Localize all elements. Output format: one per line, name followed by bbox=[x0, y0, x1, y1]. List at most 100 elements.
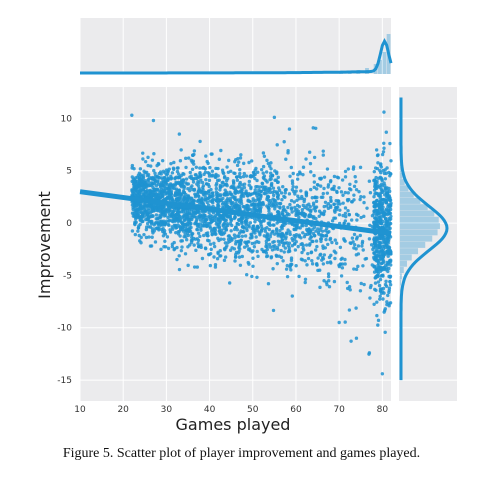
data-point bbox=[367, 237, 372, 241]
data-point bbox=[176, 209, 180, 213]
data-point bbox=[245, 273, 249, 277]
data-point bbox=[284, 231, 289, 235]
data-point bbox=[285, 274, 290, 279]
data-point bbox=[244, 226, 249, 230]
data-point bbox=[354, 212, 359, 217]
data-point bbox=[385, 189, 389, 193]
data-point bbox=[158, 216, 162, 220]
data-point bbox=[325, 191, 330, 195]
data-point bbox=[374, 250, 378, 254]
data-point bbox=[380, 152, 385, 157]
data-point bbox=[138, 167, 143, 171]
data-point bbox=[275, 143, 279, 147]
data-point bbox=[225, 222, 229, 226]
data-point bbox=[358, 233, 362, 238]
right-kde-curve bbox=[399, 97, 449, 381]
data-point bbox=[381, 297, 385, 301]
data-point bbox=[158, 184, 163, 188]
data-point bbox=[150, 214, 155, 218]
data-point bbox=[192, 243, 196, 247]
data-point bbox=[378, 218, 383, 223]
data-point bbox=[240, 254, 244, 259]
data-point bbox=[355, 235, 359, 239]
data-point bbox=[373, 287, 377, 292]
data-point bbox=[264, 170, 269, 174]
data-point bbox=[289, 207, 294, 211]
data-point bbox=[212, 255, 216, 259]
data-point bbox=[224, 203, 228, 207]
data-point bbox=[201, 213, 205, 217]
data-point bbox=[217, 178, 221, 182]
data-point bbox=[186, 182, 191, 186]
data-point bbox=[136, 208, 140, 212]
data-point bbox=[294, 264, 298, 268]
data-point bbox=[253, 176, 257, 181]
data-point bbox=[155, 226, 159, 230]
data-point bbox=[218, 231, 222, 235]
data-point bbox=[280, 212, 285, 217]
data-point bbox=[303, 214, 307, 218]
data-point bbox=[384, 171, 388, 176]
data-point bbox=[183, 232, 187, 236]
data-point bbox=[312, 155, 317, 160]
data-point bbox=[143, 159, 148, 164]
data-point bbox=[376, 271, 380, 276]
data-point bbox=[332, 208, 337, 213]
data-point bbox=[197, 186, 201, 191]
data-point bbox=[352, 193, 356, 197]
y-tick-label: -10 bbox=[57, 324, 72, 334]
data-point bbox=[281, 244, 286, 248]
data-point bbox=[233, 197, 238, 202]
data-point bbox=[376, 161, 380, 165]
data-point bbox=[261, 151, 266, 155]
data-point bbox=[215, 257, 220, 261]
data-point bbox=[255, 170, 260, 174]
data-point bbox=[306, 251, 310, 256]
data-point bbox=[271, 186, 276, 190]
data-point bbox=[142, 202, 146, 207]
data-point bbox=[265, 247, 270, 252]
data-point bbox=[343, 175, 348, 179]
data-point bbox=[269, 183, 274, 187]
data-point bbox=[144, 225, 149, 229]
data-point bbox=[375, 313, 379, 318]
data-point bbox=[233, 160, 237, 164]
data-point bbox=[190, 235, 194, 240]
data-point bbox=[257, 193, 261, 197]
data-point bbox=[363, 257, 367, 261]
data-point bbox=[329, 198, 333, 203]
data-point bbox=[347, 308, 352, 312]
data-point bbox=[222, 237, 226, 241]
data-point bbox=[211, 228, 215, 232]
data-point bbox=[266, 281, 271, 286]
data-point bbox=[132, 190, 137, 194]
data-point bbox=[130, 113, 134, 117]
data-point bbox=[378, 185, 382, 190]
data-point bbox=[154, 217, 158, 221]
data-point bbox=[210, 169, 215, 173]
data-point bbox=[389, 214, 393, 219]
data-point bbox=[314, 239, 319, 243]
y-tick-label: -15 bbox=[57, 376, 72, 386]
top-kde-curve bbox=[80, 37, 393, 75]
data-point bbox=[231, 181, 236, 186]
data-point bbox=[384, 207, 389, 212]
data-point bbox=[198, 166, 202, 170]
data-point bbox=[273, 178, 277, 182]
data-point bbox=[139, 215, 144, 219]
data-point bbox=[373, 281, 378, 285]
data-point bbox=[184, 177, 189, 181]
data-point bbox=[239, 238, 243, 242]
data-point bbox=[302, 248, 306, 252]
data-point bbox=[190, 153, 195, 157]
data-point bbox=[216, 222, 220, 227]
data-point bbox=[181, 214, 186, 219]
data-point bbox=[384, 279, 388, 284]
data-point bbox=[233, 187, 238, 191]
data-point bbox=[167, 219, 171, 223]
data-point bbox=[361, 248, 365, 252]
data-point bbox=[305, 263, 309, 267]
data-point bbox=[169, 161, 173, 166]
data-point bbox=[235, 175, 239, 179]
data-point bbox=[153, 240, 158, 244]
